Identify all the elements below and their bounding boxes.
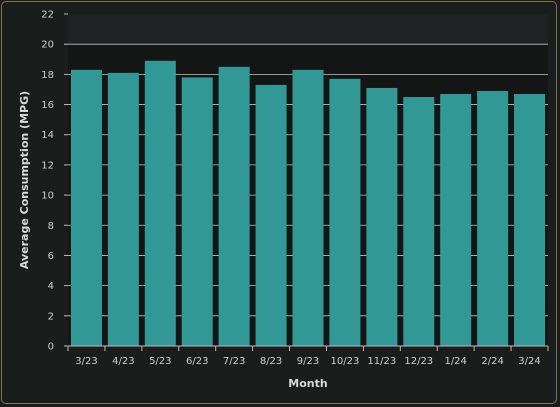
x-axis: 3/23 4/23 5/23 6/23 7/23 8/23 9/23 10/23 11/23 12…	[67, 345, 549, 367]
bar	[292, 69, 324, 346]
y-tick-label: 16	[41, 100, 54, 111]
bar	[107, 72, 139, 346]
x-axis-title: Month	[288, 377, 327, 390]
bar	[255, 84, 287, 346]
x-tick-label: 9/23	[297, 356, 319, 367]
bar	[181, 77, 213, 346]
bars	[70, 60, 546, 347]
bar	[366, 87, 398, 346]
y-tick-label: 8	[48, 221, 54, 232]
bar	[477, 90, 509, 346]
y-tick-label: 22	[41, 10, 54, 21]
x-tick-label: 3/24	[518, 356, 540, 367]
bar	[70, 69, 102, 346]
bar	[403, 97, 435, 346]
x-tick-label: 6/23	[186, 356, 208, 367]
x-tick-label: 11/23	[367, 356, 396, 367]
x-tick-label: 8/23	[260, 356, 282, 367]
y-tick-label: 18	[41, 70, 54, 81]
y-axis: 0 2 4 6 8 10 12 14 16 18 20 22	[41, 10, 68, 353]
y-tick-label: 14	[41, 130, 54, 141]
x-tick-label: 7/23	[223, 356, 245, 367]
bar	[218, 66, 250, 347]
x-tick-label: 3/23	[75, 356, 97, 367]
y-tick-label: 12	[41, 160, 54, 171]
y-tick-label: 4	[48, 281, 54, 292]
x-tick-label: 2/24	[481, 356, 503, 367]
x-tick-label: 5/23	[149, 356, 171, 367]
x-tick-label: 1/24	[444, 356, 466, 367]
bar	[329, 78, 361, 347]
y-tick-label: 6	[48, 251, 54, 262]
y-axis-title: Average Consumption (MPG)	[18, 91, 31, 269]
bar	[440, 93, 472, 347]
bar	[144, 60, 176, 346]
x-tick-label: 4/23	[112, 356, 134, 367]
x-tick-label: 12/23	[404, 356, 433, 367]
y-tick-label: 10	[41, 191, 54, 202]
y-tick-label: 0	[48, 342, 54, 353]
y-tick-label: 20	[41, 40, 54, 51]
y-tick-label: 2	[48, 311, 54, 322]
bar	[514, 93, 546, 347]
x-tick-label: 10/23	[331, 356, 360, 367]
plot-band-top	[68, 14, 548, 45]
